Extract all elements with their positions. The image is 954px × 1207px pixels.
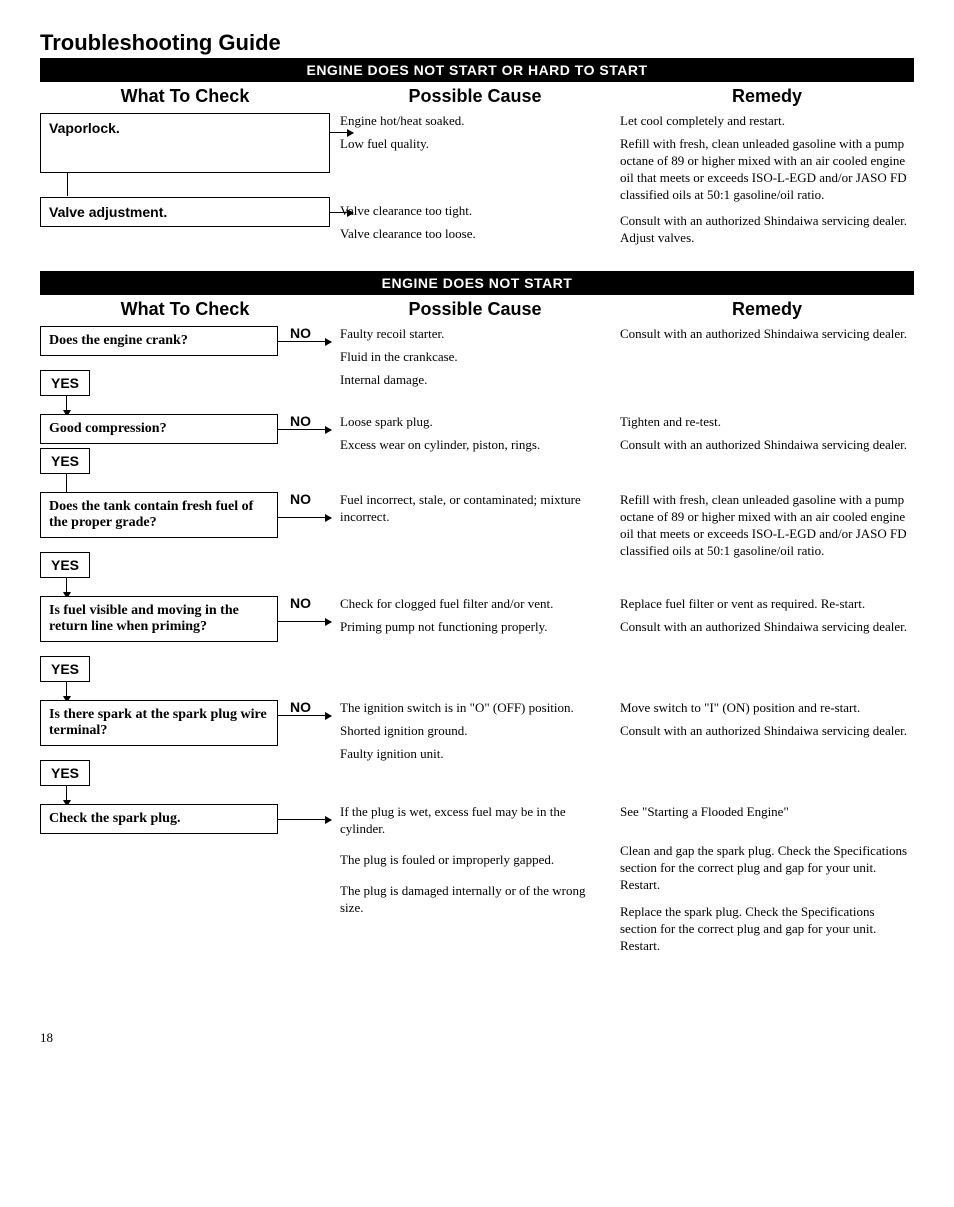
no-label: NO bbox=[290, 491, 311, 507]
arrow-down-icon bbox=[67, 172, 68, 196]
remedy-text: Tighten and re-test. bbox=[620, 414, 914, 431]
arrow-right-icon bbox=[329, 212, 353, 213]
col-head-cause: Possible Cause bbox=[340, 86, 610, 107]
cause-text: Engine hot/heat soaked. bbox=[340, 113, 610, 130]
remedy-text: See "Starting a Flooded Engine" bbox=[620, 804, 914, 821]
cause-text: If the plug is wet, excess fuel may be i… bbox=[340, 804, 610, 838]
no-label: NO bbox=[290, 699, 311, 715]
check-label: Check the spark plug. bbox=[49, 811, 180, 826]
cause-text: Priming pump not functioning properly. bbox=[340, 619, 610, 636]
arrow-down-icon bbox=[66, 578, 67, 598]
remedy-text: Refill with fresh, clean unleaded gasoli… bbox=[620, 492, 914, 560]
check-spark-plug: Check the spark plug. bbox=[40, 804, 278, 834]
cause-text: Faulty ignition unit. bbox=[340, 746, 610, 763]
remedy-text: Refill with fresh, clean unleaded gasoli… bbox=[620, 136, 914, 204]
col-head-remedy: Remedy bbox=[620, 86, 914, 107]
page-title: Troubleshooting Guide bbox=[40, 30, 914, 56]
check-vaporlock: Vaporlock. bbox=[40, 113, 330, 173]
yes-box: YES bbox=[40, 370, 90, 396]
cause-text: Valve clearance too tight. bbox=[340, 203, 610, 220]
yes-label: YES bbox=[51, 375, 79, 391]
cause-text: Fuel incorrect, stale, or contaminated; … bbox=[340, 492, 610, 526]
cause-text: The ignition switch is in "O" (OFF) posi… bbox=[340, 700, 610, 717]
yes-label: YES bbox=[51, 557, 79, 573]
remedy-text: Replace fuel filter or vent as required.… bbox=[620, 596, 914, 613]
check-label: Does the tank contain fresh fuel of the … bbox=[49, 499, 253, 530]
check-engine-crank: Does the engine crank? NO bbox=[40, 326, 278, 356]
arrow-right-icon bbox=[277, 819, 331, 820]
yes-box: YES bbox=[40, 656, 90, 682]
remedy-text: Move switch to "I" (ON) position and re-… bbox=[620, 700, 914, 717]
section1-header-bar: ENGINE DOES NOT START OR HARD TO START bbox=[40, 58, 914, 82]
yes-box: YES bbox=[40, 552, 90, 578]
check-spark-terminal: Is there spark at the spark plug wire te… bbox=[40, 700, 278, 746]
check-compression: Good compression? NO bbox=[40, 414, 278, 444]
no-label: NO bbox=[290, 413, 311, 429]
remedy-text: Consult with an authorized Shindaiwa ser… bbox=[620, 326, 914, 343]
check-label: Does the engine crank? bbox=[49, 333, 188, 348]
col-head-remedy: Remedy bbox=[620, 299, 914, 320]
check-label: Vaporlock. bbox=[49, 120, 120, 136]
remedy-text: Consult with an authorized Shindaiwa ser… bbox=[620, 213, 914, 247]
arrow-right-icon bbox=[277, 621, 331, 622]
cause-text: Shorted ignition ground. bbox=[340, 723, 610, 740]
check-fresh-fuel: Does the tank contain fresh fuel of the … bbox=[40, 492, 278, 538]
cause-text: Faulty recoil starter. bbox=[340, 326, 610, 343]
remedy-text: Consult with an authorized Shindaiwa ser… bbox=[620, 619, 914, 636]
remedy-text: Clean and gap the spark plug. Check the … bbox=[620, 843, 914, 894]
no-label: NO bbox=[290, 325, 311, 341]
arrow-right-icon bbox=[277, 341, 331, 342]
check-valve-adjustment: Valve adjustment. bbox=[40, 197, 330, 227]
no-label: NO bbox=[290, 595, 311, 611]
cause-text: Valve clearance too loose. bbox=[340, 226, 610, 243]
cause-text: Low fuel quality. bbox=[340, 136, 610, 153]
yes-label: YES bbox=[51, 661, 79, 677]
arrow-right-icon bbox=[329, 132, 353, 133]
check-fuel-visible: Is fuel visible and moving in the return… bbox=[40, 596, 278, 642]
cause-text: The plug is damaged internally or of the… bbox=[340, 883, 610, 917]
col-head-check: What To Check bbox=[40, 299, 330, 320]
check-label: Valve adjustment. bbox=[49, 204, 167, 220]
cause-text: Loose spark plug. bbox=[340, 414, 610, 431]
col-head-check: What To Check bbox=[40, 86, 330, 107]
section2-header-bar: ENGINE DOES NOT START bbox=[40, 271, 914, 295]
yes-label: YES bbox=[51, 453, 79, 469]
yes-box: YES bbox=[40, 448, 90, 474]
arrow-down-icon bbox=[66, 396, 67, 416]
page-number: 18 bbox=[40, 1030, 914, 1046]
col-head-cause: Possible Cause bbox=[340, 299, 610, 320]
remedy-text: Replace the spark plug. Check the Specif… bbox=[620, 904, 914, 955]
remedy-text: Consult with an authorized Shindaiwa ser… bbox=[620, 437, 914, 454]
check-label: Good compression? bbox=[49, 421, 167, 436]
check-label: Is fuel visible and moving in the return… bbox=[49, 603, 239, 634]
arrow-down-icon bbox=[66, 682, 67, 702]
cause-text: Internal damage. bbox=[340, 372, 610, 389]
remedy-text: Let cool completely and restart. bbox=[620, 113, 914, 130]
remedy-text: Consult with an authorized Shindaiwa ser… bbox=[620, 723, 914, 740]
yes-label: YES bbox=[51, 765, 79, 781]
check-label: Is there spark at the spark plug wire te… bbox=[49, 707, 267, 738]
cause-text: Check for clogged fuel filter and/or ven… bbox=[340, 596, 610, 613]
cause-text: Excess wear on cylinder, piston, rings. bbox=[340, 437, 610, 454]
yes-box: YES bbox=[40, 760, 90, 786]
arrow-right-icon bbox=[277, 517, 331, 518]
arrow-right-icon bbox=[277, 429, 331, 430]
arrow-down-icon bbox=[66, 786, 67, 806]
arrow-right-icon bbox=[277, 715, 331, 716]
cause-text: Fluid in the crankcase. bbox=[340, 349, 610, 366]
cause-text: The plug is fouled or improperly gapped. bbox=[340, 852, 610, 869]
